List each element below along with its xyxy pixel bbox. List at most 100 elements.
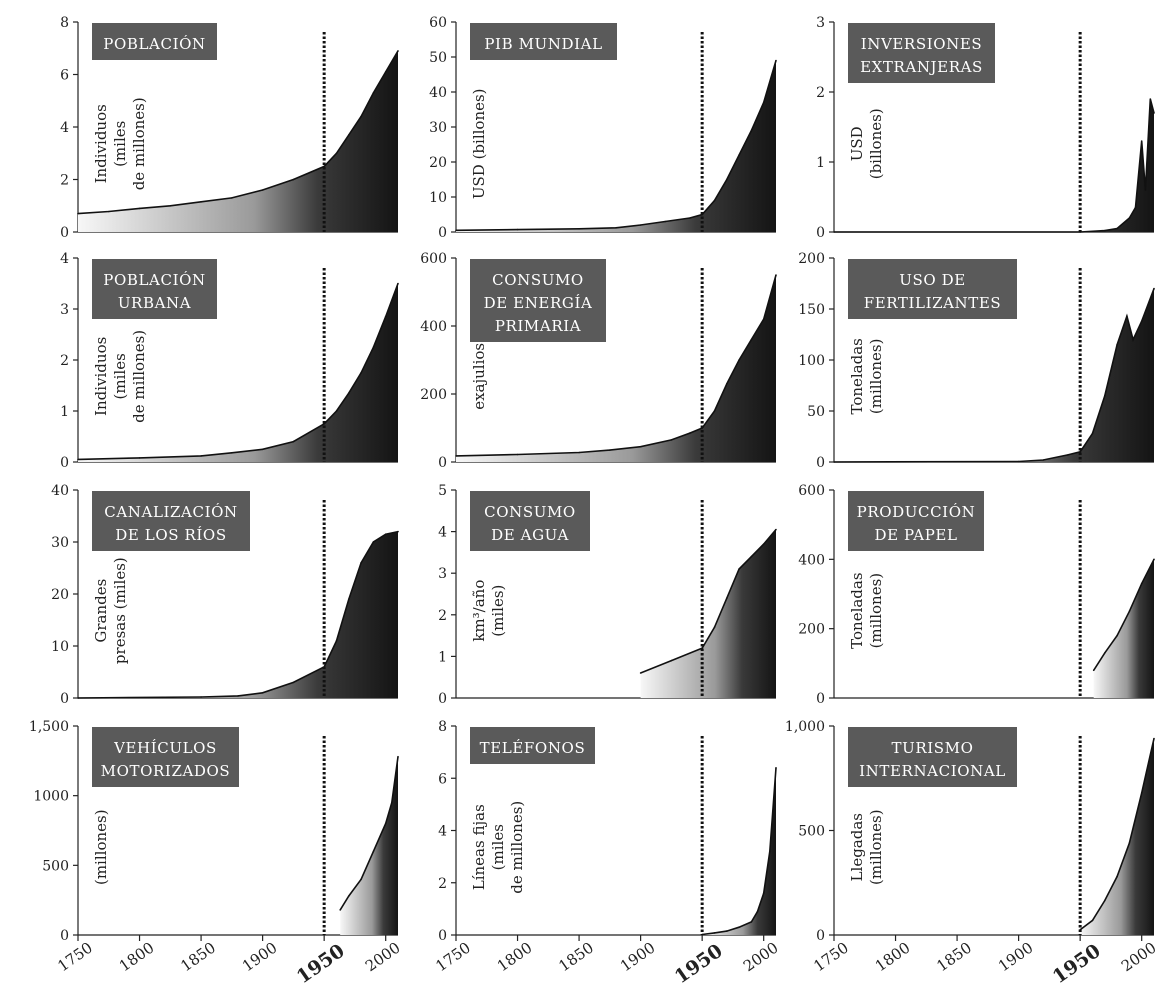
y-tick-label: 0 — [816, 691, 825, 707]
data-point — [639, 224, 642, 226]
data-point — [1153, 112, 1155, 114]
y-tick-label: 0 — [816, 455, 825, 471]
x-tick-label: 1800 — [494, 939, 536, 976]
y-axis-label: (millones) — [867, 809, 885, 885]
chart-title: EXTRANJERAS — [860, 58, 983, 76]
chart-title: INVERSIONES — [861, 35, 983, 53]
x-tick-label: 1750 — [54, 939, 96, 976]
chart-title: INTERNACIONAL — [859, 762, 1006, 780]
y-tick-label: 40 — [429, 85, 447, 101]
x-tick-label: 1900 — [617, 939, 659, 976]
data-point — [762, 543, 765, 545]
chart-title: TELÉFONOS — [480, 739, 586, 757]
data-point — [1144, 189, 1147, 191]
data-point — [639, 445, 642, 448]
data-point — [384, 315, 387, 318]
data-point — [1042, 459, 1044, 461]
data-point — [1116, 227, 1118, 230]
y-tick-label: 2 — [60, 353, 69, 369]
y-axis-label: Toneladas — [848, 338, 866, 414]
chart-title: VEHÍCULOS — [113, 739, 217, 757]
y-tick-label: 1 — [438, 649, 447, 665]
y-tick-label: 500 — [798, 824, 825, 840]
y-tick-label: 200 — [798, 622, 825, 638]
area-fill — [702, 767, 776, 935]
x-tick-label: 1850 — [555, 939, 597, 976]
data-point — [292, 178, 295, 181]
y-axis-label: Toneladas — [848, 572, 866, 648]
chart-title: USO DE — [899, 271, 966, 289]
data-point — [200, 696, 202, 698]
data-point — [372, 92, 375, 94]
data-point — [169, 205, 172, 207]
data-point — [348, 392, 350, 394]
data-point — [578, 228, 580, 230]
data-point — [372, 346, 375, 349]
chart-title: FERTILIZANTES — [864, 294, 1002, 312]
data-point — [1126, 315, 1128, 317]
data-point — [1091, 432, 1094, 435]
series-line — [1093, 558, 1155, 671]
data-point — [397, 755, 399, 758]
x-tick-label: 1900 — [995, 939, 1037, 976]
data-point — [833, 461, 835, 463]
title-box — [92, 491, 250, 551]
y-tick-label: 500 — [42, 858, 69, 874]
data-point — [639, 672, 642, 674]
chart-panel-7: 0 10 20 30 40 CANALIZACIÓN DE LOS RÍOS Grandes p… — [51, 483, 399, 707]
y-axis-label: de millones) — [130, 97, 148, 190]
data-point — [670, 439, 673, 441]
data-point — [455, 455, 457, 457]
area-fill — [456, 60, 776, 232]
data-point — [1140, 140, 1143, 142]
data-point — [1104, 652, 1106, 654]
chart-panel-9: 0 200 400 600 PRODUCCIÓN DE PAPEL Toneladas (mi… — [798, 483, 1155, 707]
data-point — [1128, 842, 1131, 844]
data-point — [516, 453, 519, 456]
data-point — [1116, 634, 1118, 637]
y-tick-label: 1,000 — [785, 719, 825, 735]
data-point — [372, 850, 375, 853]
y-tick-label: 1 — [816, 155, 825, 171]
title-box — [470, 23, 617, 60]
data-point — [372, 541, 375, 543]
x-tick-label: 1800 — [116, 939, 158, 976]
area-fill — [1080, 738, 1154, 935]
y-tick-label: 50 — [807, 404, 825, 420]
data-point — [384, 71, 387, 73]
data-point — [1128, 217, 1131, 219]
data-point — [516, 228, 519, 231]
y-tick-label: 4 — [60, 120, 69, 136]
data-point — [670, 659, 673, 662]
data-point — [615, 227, 617, 229]
data-point — [348, 598, 350, 600]
data-point — [713, 626, 716, 629]
chart-title: POBLACIÓN — [103, 35, 205, 53]
y-axis-label: (millones) — [867, 573, 885, 649]
data-point — [1116, 875, 1118, 878]
title-box — [470, 727, 595, 764]
data-point — [397, 530, 399, 533]
chart-panel-11: 0 2 4 6 8 TELÉFONOS Líneas fijas (miles de millo… — [432, 719, 781, 988]
chart-panel-1: 0 2 4 6 8 POBLACIÓN Individuos (miles de millone… — [60, 15, 399, 241]
y-tick-label: 8 — [60, 15, 69, 31]
y-axis-label: de millones) — [130, 330, 148, 423]
data-point — [738, 359, 740, 361]
series-line — [834, 98, 1155, 233]
y-tick-label: 6 — [438, 771, 447, 787]
chart-title: PRODUCCIÓN — [857, 503, 976, 521]
chart-panel-8: 0 1 2 3 4 5 CONSUMO DE AGUA km³/año (miles) — [438, 483, 777, 707]
x-tick-label: 1950 — [671, 940, 727, 988]
x-tick-label: 1750 — [810, 939, 852, 976]
data-point — [713, 410, 716, 412]
data-point — [237, 695, 239, 697]
data-point — [775, 274, 777, 276]
y-axis-label: exajulios — [470, 343, 488, 410]
x-tick-label: 1950 — [293, 940, 349, 988]
data-point — [726, 383, 728, 385]
data-point — [775, 767, 777, 769]
data-point — [1140, 792, 1143, 794]
title-box — [92, 23, 217, 60]
area-fill — [640, 529, 776, 698]
area-fill — [78, 531, 398, 698]
